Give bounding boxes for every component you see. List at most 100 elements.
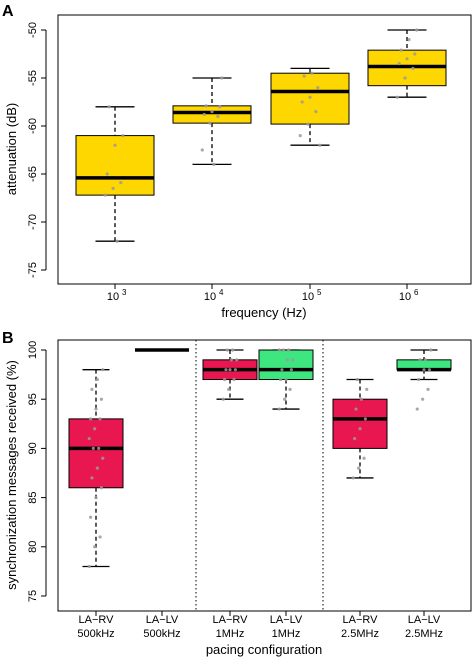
y-tick-label: 75: [27, 590, 39, 602]
data-point: [94, 407, 98, 411]
y-tick-label: -55: [27, 70, 39, 86]
x-tick-label-line1: LA−LV: [408, 614, 441, 626]
data-point: [353, 436, 357, 441]
data-point: [99, 397, 103, 401]
panel-a-boxes: [75, 28, 447, 243]
data-point: [300, 100, 304, 104]
data-point: [220, 76, 224, 80]
data-point: [204, 104, 208, 108]
data-point: [365, 387, 369, 391]
data-point: [415, 407, 419, 411]
data-point: [411, 66, 415, 70]
data-point: [426, 387, 430, 391]
data-point: [418, 358, 422, 362]
y-tick-label: -50: [27, 22, 39, 38]
x-tick-exponent: 6: [414, 288, 419, 297]
data-point: [358, 427, 362, 431]
data-point: [421, 397, 425, 401]
data-point: [302, 74, 306, 78]
data-point: [93, 427, 97, 431]
box-group: [202, 348, 258, 401]
data-point: [429, 348, 433, 352]
box-group: [258, 348, 314, 411]
x-tick-label: 10: [107, 291, 119, 303]
data-point: [121, 134, 125, 138]
data-point: [427, 368, 431, 372]
box-group: [367, 28, 447, 99]
y-tick-label: -65: [27, 166, 39, 182]
data-point: [422, 368, 426, 372]
y-tick-label: 80: [27, 541, 39, 553]
y-tick-label: 90: [27, 442, 39, 454]
panel-b-y-axis: 75 80 85 90 95 100: [27, 341, 47, 602]
data-point: [277, 407, 281, 411]
data-point: [355, 377, 359, 382]
data-point: [221, 397, 225, 401]
x-tick-label: 10: [302, 291, 314, 303]
data-point: [216, 114, 220, 118]
data-point: [284, 377, 288, 382]
data-point: [289, 368, 293, 372]
data-point: [90, 387, 94, 391]
data-point: [362, 456, 366, 460]
x-tick-label-line2: 500kHz: [77, 628, 114, 640]
x-tick-label-line2: 2.5MHz: [341, 628, 379, 640]
data-point: [288, 387, 292, 391]
data-point: [115, 239, 119, 243]
data-point: [91, 446, 95, 450]
y-tick-label: -70: [27, 214, 39, 230]
data-point: [98, 535, 102, 539]
x-tick-label-line1: LA−LV: [270, 614, 303, 626]
data-point: [417, 377, 421, 382]
panel-b-x-axis: LA−RV 500kHz LA−LV 500kHz LA−RV 1MHz LA−LV 1MHz…: [77, 610, 443, 640]
data-point: [298, 134, 302, 138]
data-point: [235, 358, 239, 362]
y-tick-label: -60: [27, 118, 39, 134]
box-body: [68, 418, 124, 489]
box-body: [258, 349, 314, 381]
data-point: [111, 186, 115, 190]
x-tick-label-line2: 1MHz: [272, 628, 301, 640]
box-group: [270, 67, 350, 147]
data-point: [99, 486, 103, 490]
data-point: [281, 348, 285, 352]
x-tick-label-line1: LA−LV: [146, 614, 179, 626]
data-point: [107, 105, 111, 109]
data-point: [224, 368, 228, 372]
data-point: [87, 436, 91, 441]
data-point: [119, 181, 123, 185]
data-point: [93, 545, 97, 549]
data-point: [357, 466, 361, 470]
x-tick-label-line2: 1MHz: [216, 628, 245, 640]
data-point: [407, 38, 411, 42]
data-point: [277, 348, 281, 352]
data-point: [228, 368, 232, 372]
data-point: [223, 377, 227, 382]
data-point: [354, 407, 358, 411]
data-point: [225, 348, 229, 352]
data-point: [212, 162, 216, 166]
panel-a-y-axis-title: attenuation (dB): [4, 103, 19, 196]
data-point: [218, 105, 222, 109]
panel-b-x-axis-title: pacing configuration: [206, 642, 322, 657]
box-group: [172, 76, 252, 166]
data-point: [308, 95, 312, 99]
panel-b-separators: [195, 340, 324, 611]
data-point: [101, 368, 105, 372]
data-point: [413, 52, 417, 56]
data-point: [229, 358, 233, 362]
data-point: [399, 48, 403, 52]
data-point: [90, 476, 94, 480]
data-point: [231, 348, 235, 352]
box-group: [396, 348, 452, 411]
data-point: [95, 466, 99, 470]
x-tick-label: 10: [204, 291, 216, 303]
data-point: [395, 95, 399, 99]
x-tick-label: 10: [399, 291, 411, 303]
data-point: [94, 496, 98, 500]
data-point: [233, 368, 237, 372]
x-tick-exponent: 4: [219, 288, 224, 297]
data-point: [208, 121, 212, 125]
